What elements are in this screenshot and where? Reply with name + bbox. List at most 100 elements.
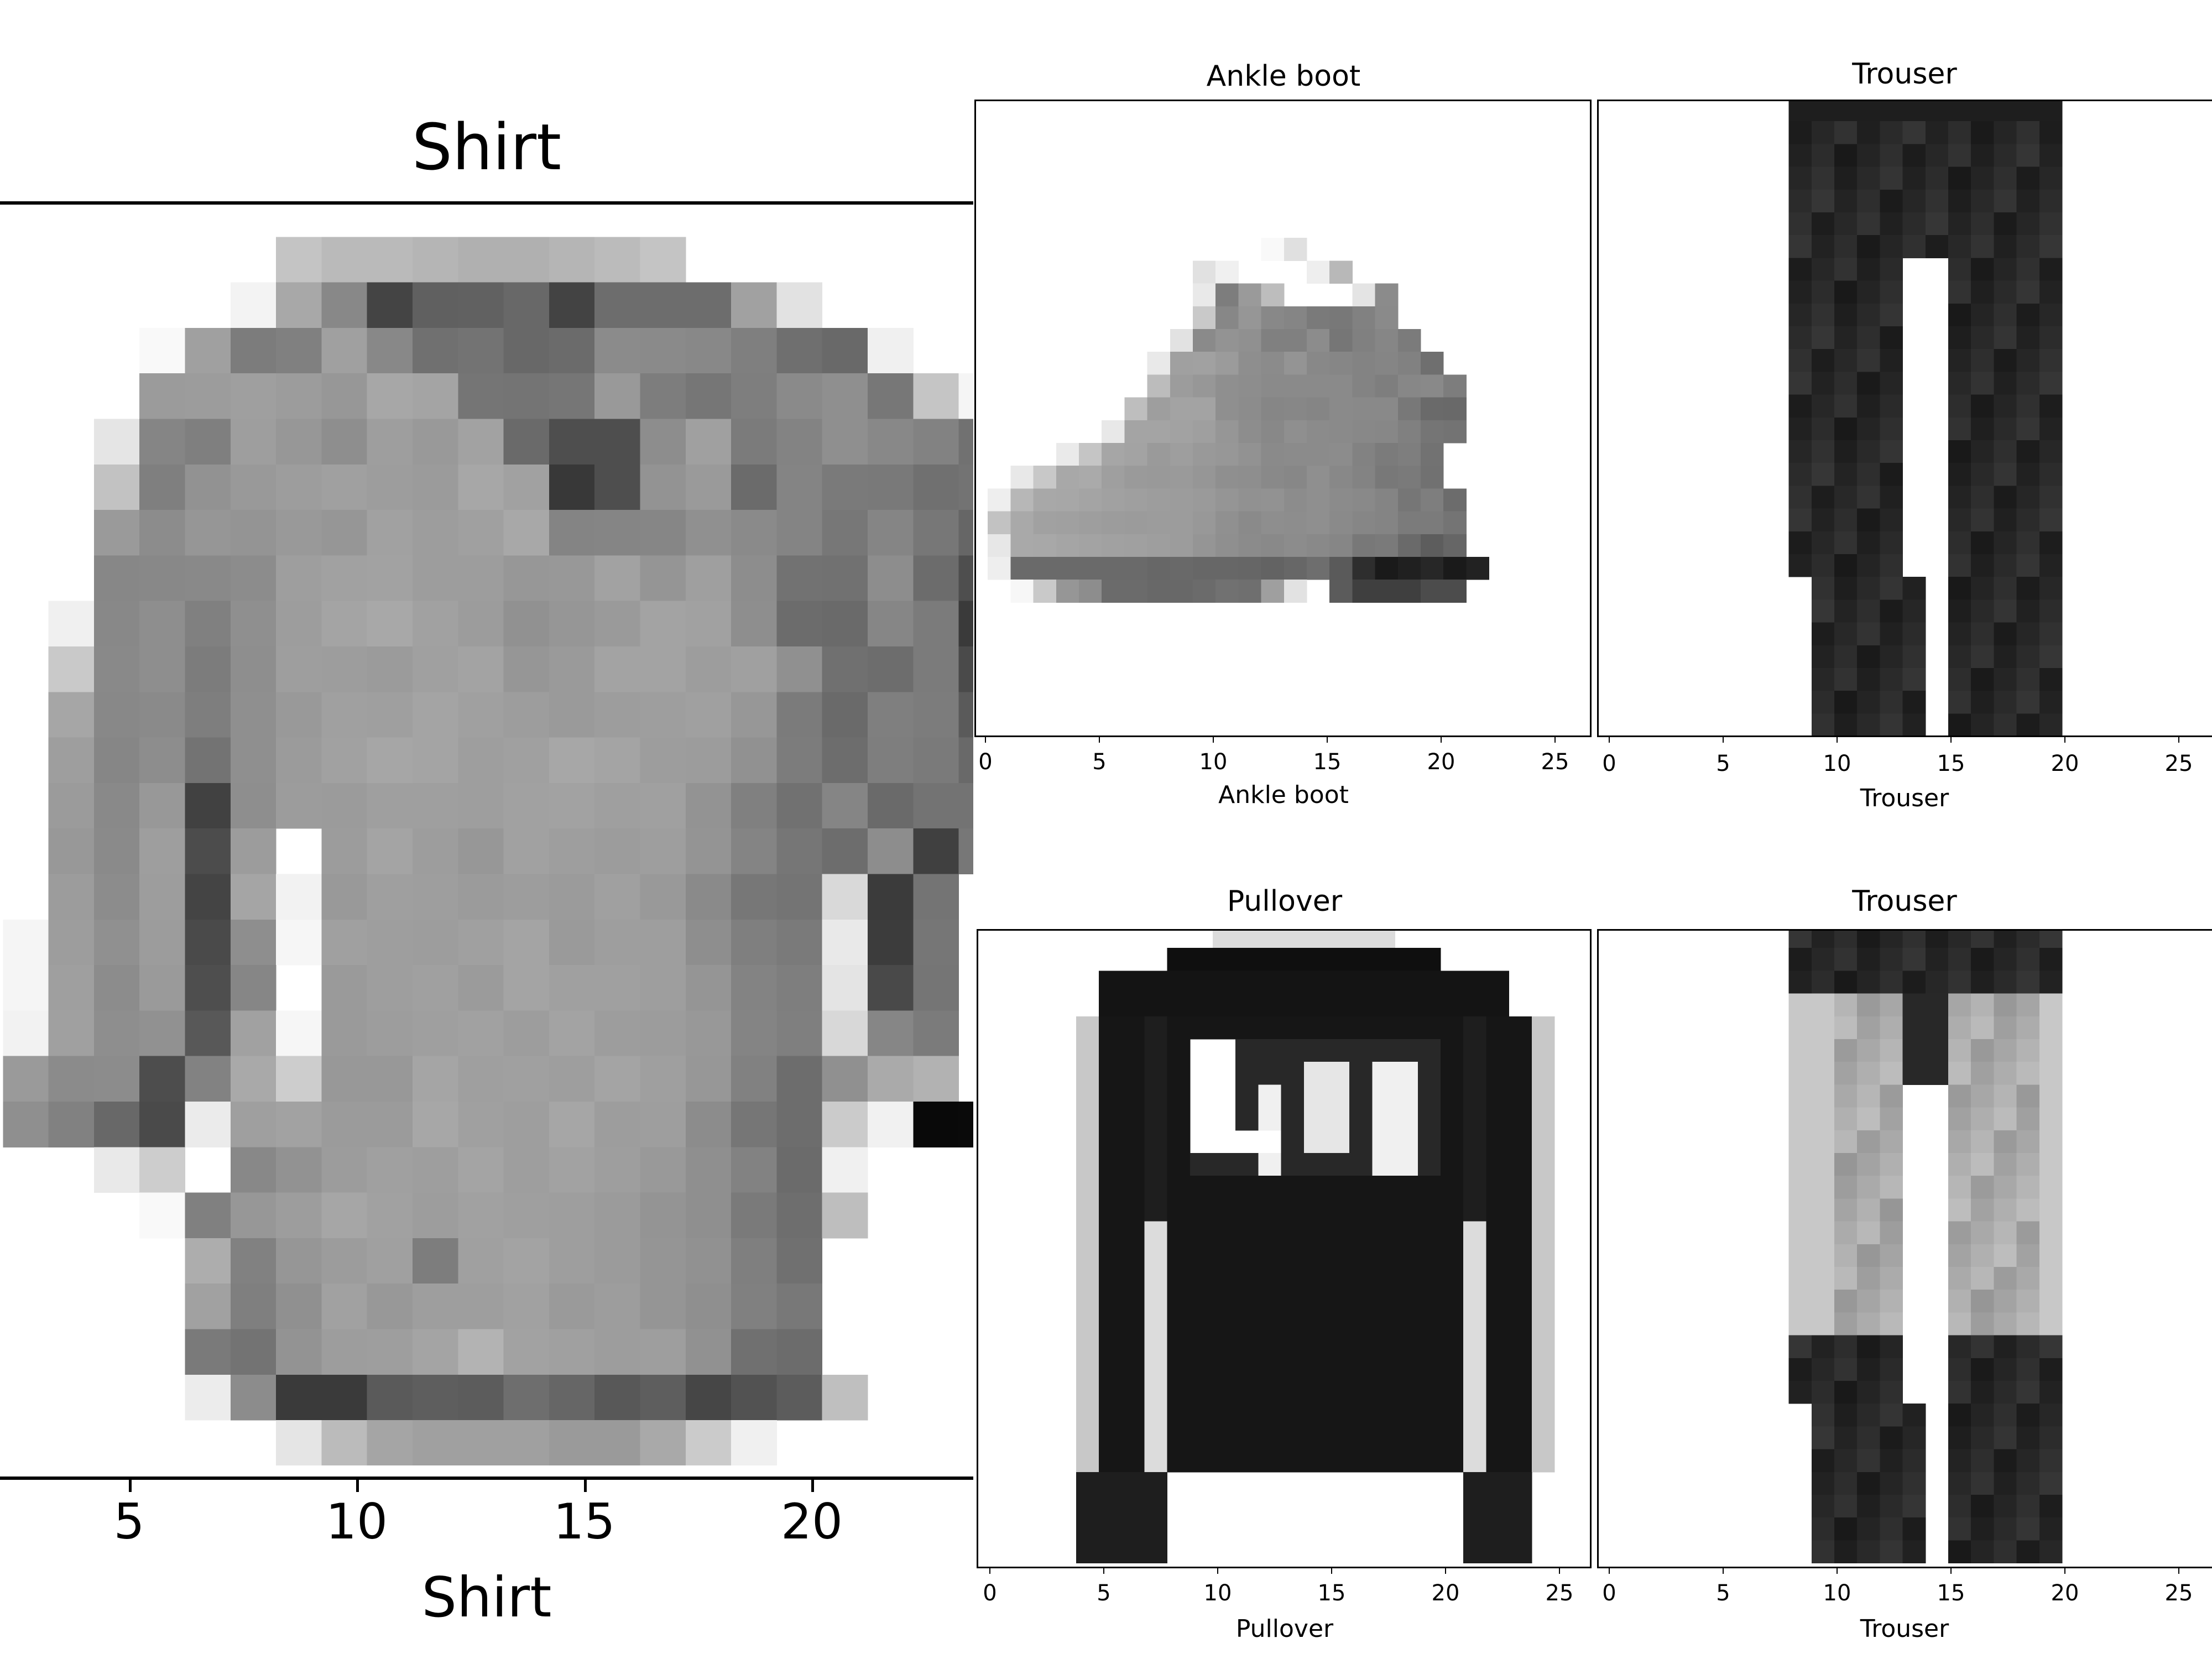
image-pixel	[3, 1102, 49, 1147]
image-pixel	[1235, 1404, 1259, 1427]
image-pixel	[1121, 1404, 1145, 1427]
image-pixel	[731, 327, 777, 374]
image-pixel	[48, 782, 95, 829]
image-pixel	[1443, 420, 1467, 444]
image-pixel	[1463, 1540, 1486, 1563]
image-pixel	[1994, 326, 2017, 349]
image-pixel	[1281, 1130, 1305, 1154]
image-pixel	[1486, 1335, 1510, 1359]
image-pixel	[1307, 443, 1330, 466]
image-pixel	[1463, 1039, 1486, 1062]
image-pixel	[1948, 1290, 1971, 1313]
image-pixel	[1375, 557, 1399, 580]
image-pixel	[685, 464, 732, 510]
image-pixel	[1902, 121, 1926, 144]
image-pixel	[458, 965, 504, 1011]
image-pixel	[640, 1147, 686, 1193]
image-pixel	[230, 1192, 276, 1239]
image-pixel	[1857, 463, 1880, 486]
image-pixel	[1417, 993, 1441, 1017]
image-pixel	[1121, 1084, 1145, 1108]
image-pixel	[1076, 1540, 1099, 1563]
image-pixel	[1372, 1244, 1396, 1267]
image-pixel	[367, 1374, 413, 1421]
image-pixel	[1971, 166, 1994, 190]
image-pixel	[731, 601, 777, 647]
image-pixel	[1372, 1335, 1396, 1359]
image-pixel	[1261, 580, 1285, 603]
image-pixel	[1213, 993, 1236, 1017]
image-pixel	[2016, 1016, 2040, 1040]
image-pixel	[2039, 577, 2063, 600]
image-pixel	[1307, 557, 1330, 580]
image-pixel	[1971, 1540, 1994, 1563]
image-pixel	[1788, 326, 1812, 349]
image-pixel	[685, 919, 732, 966]
image-pixel	[230, 828, 276, 874]
image-pixel	[1329, 511, 1353, 535]
image-pixel	[48, 1010, 95, 1057]
image-pixel	[2016, 280, 2040, 304]
image-pixel	[1486, 1540, 1510, 1563]
image-pixel	[1811, 993, 1835, 1017]
image-pixel	[1261, 238, 1285, 261]
image-pixel	[1395, 1426, 1418, 1450]
image-pixel	[503, 782, 550, 829]
image-pixel	[1857, 372, 1880, 395]
image-pixel	[958, 782, 973, 829]
image-pixel	[458, 919, 504, 966]
image-pixel	[1788, 486, 1812, 509]
image-pixel	[413, 510, 458, 556]
image-pixel	[1213, 1267, 1236, 1290]
image-pixel	[2039, 1107, 2063, 1131]
image-pixel	[1372, 1404, 1396, 1427]
image-pixel	[1395, 948, 1418, 971]
image-pixel	[458, 555, 504, 602]
image-pixel	[1397, 420, 1421, 444]
image-pixel	[1948, 1312, 1971, 1336]
image-pixel	[1902, 577, 1926, 600]
image-pixel	[1235, 1198, 1259, 1222]
image-pixel	[1076, 1221, 1099, 1245]
image-pixel	[1076, 1084, 1099, 1108]
image-pixel	[1925, 1016, 1949, 1040]
image-pixel	[913, 874, 959, 920]
image-pixel	[1857, 1062, 1880, 1085]
image-pixel	[1281, 1198, 1305, 1222]
image-pixel	[913, 782, 959, 829]
image-pixel	[1372, 971, 1396, 994]
image-pixel	[1213, 1381, 1236, 1404]
image-pixel	[1788, 1107, 1812, 1131]
image-pixel	[549, 237, 595, 283]
image-pixel	[1857, 1244, 1880, 1267]
image-pixel	[1948, 144, 1971, 168]
image-pixel	[731, 828, 777, 874]
image-pixel	[1327, 1426, 1350, 1450]
image-pixel	[1121, 993, 1145, 1017]
image-pixel	[1834, 349, 1858, 372]
image-pixel	[1102, 420, 1125, 444]
image-pixel	[1443, 534, 1467, 557]
image-pixel	[1880, 189, 1903, 213]
image-pixel	[1395, 1198, 1418, 1222]
image-pixel	[1395, 1084, 1418, 1108]
image-pixel	[2016, 1540, 2040, 1563]
image-pixel	[1925, 931, 1949, 948]
image-pixel	[367, 1192, 413, 1239]
image-pixel	[1994, 1517, 2017, 1541]
image-pixel	[822, 828, 868, 874]
image-pixel	[1971, 144, 1994, 168]
image-pixel	[1167, 1244, 1191, 1267]
image-pixel	[1857, 577, 1880, 600]
image-pixel	[731, 646, 777, 692]
x-tick-label: 15	[553, 1493, 615, 1550]
image-pixel	[1076, 1404, 1099, 1427]
image-pixel	[731, 1056, 777, 1102]
image-pixel	[1463, 1153, 1486, 1176]
image-pixel	[549, 1010, 595, 1057]
image-pixel	[367, 419, 413, 465]
image-pixel	[1994, 1426, 2017, 1450]
image-pixel	[1902, 1472, 1926, 1495]
image-pixel	[685, 828, 732, 874]
image-pixel	[321, 1374, 368, 1421]
